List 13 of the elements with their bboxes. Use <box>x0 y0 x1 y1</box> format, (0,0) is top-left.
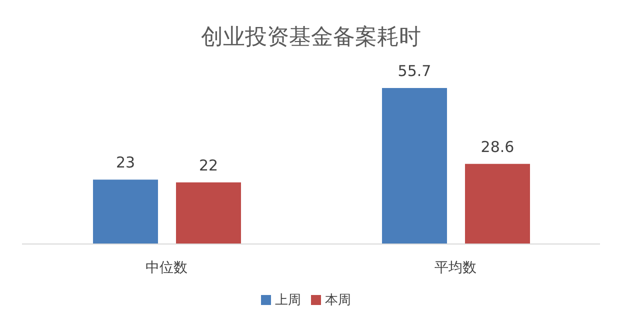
data-label: 22 <box>198 156 218 174</box>
chart-title: 创业投资基金备案耗时 <box>200 24 422 52</box>
legend-label: 上周 <box>275 293 301 308</box>
bar <box>465 164 530 244</box>
data-label: 23 <box>116 154 136 172</box>
bar <box>93 180 158 244</box>
data-label: 55.7 <box>398 62 432 80</box>
bar <box>176 182 241 244</box>
bar <box>382 88 447 244</box>
data-label: 28.6 <box>480 138 514 156</box>
legend-label: 本周 <box>325 293 351 308</box>
x-tick-label: 中位数 <box>146 260 188 276</box>
x-tick-label: 平均数 <box>434 260 476 276</box>
